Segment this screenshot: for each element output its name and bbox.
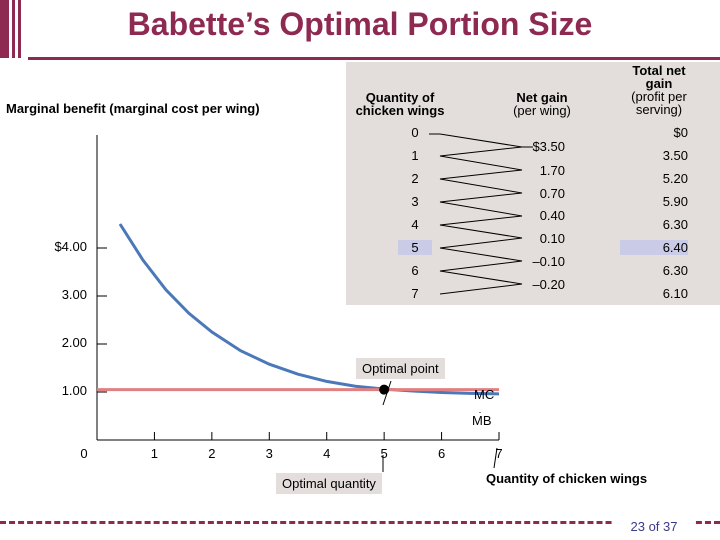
row-net-gain: 0.40 [539,208,565,223]
row-total: 5.90 [662,194,688,209]
optimal-quantity-callout: Optimal quantity [276,473,382,494]
x-tick-label: 5 [380,446,388,461]
row-quantity: 2 [411,171,419,186]
header-total-sub: (profit per serving) [631,89,687,117]
mb-label: MB [472,413,492,428]
x-axis-title: Quantity of chicken wings [486,471,648,486]
page-number: 23 of 37 [614,519,694,534]
y-axis-title: Marginal benefit (marginal cost per wing… [6,101,260,116]
row-total: 5.20 [662,171,688,186]
mc-label: MC [474,387,495,402]
axis-title-leader [493,447,498,469]
header-total: Total net gain (profit per serving) [624,64,694,116]
row-quantity: 4 [411,217,419,232]
header-net-gain: Net gain (per wing) [492,91,592,117]
x-tick-label: 3 [265,446,273,461]
header-net-gain-title: Net gain [516,90,568,105]
x-tick-label: 1 [150,446,159,461]
y-tick-label: 2.00 [61,335,87,350]
header-quantity: Quantity of chicken wings [355,90,445,118]
row-net-gain: –0.20 [532,277,565,292]
row-quantity: 1 [411,148,419,163]
row-total: 6.30 [662,217,688,232]
x-tick-label: 2 [208,446,216,461]
row-net-gain: 1.70 [539,163,565,178]
row-quantity: 0 [411,125,419,140]
row-quantity: 7 [411,286,419,301]
y-tick-label: 1.00 [61,383,87,398]
x-tick-label: 7 [495,446,503,461]
row-net-gain: –0.10 [532,254,565,269]
row-total-optimal: 6.40 [620,240,688,255]
row-quantity: 3 [411,194,419,209]
row-quantity: 6 [411,263,419,278]
y-tick-label: $4.00 [54,239,87,254]
header-net-gain-sub: (per wing) [513,103,571,118]
y-tick-label: 3.00 [61,287,87,302]
row-total: 6.30 [662,263,688,278]
title-decoration [0,0,25,58]
row-total: 3.50 [662,148,688,163]
row-net-gain: 0.10 [539,231,565,246]
row-total: $0 [673,125,688,140]
optimal-point-leader [382,380,392,406]
optimal-point-callout: Optimal point [356,358,445,379]
page-title: Babette’s Optimal Portion Size [127,6,593,42]
mb-curve [118,223,500,396]
optimal-point-marker [379,384,390,395]
x-tick-label: 6 [437,446,446,461]
net-gain-table [346,62,720,305]
title-rule [28,57,720,60]
row-quantity-optimal: 5 [398,240,432,255]
row-total: 6.10 [662,286,688,301]
footer-dashed-rule [0,521,720,524]
row-net-gain: 0.70 [539,186,565,201]
header-total-title: Total net gain [632,63,686,91]
row-net-gain: $3.50 [532,139,565,154]
x-tick-label: 0 [80,446,88,461]
x-tick-label: 4 [323,446,331,461]
